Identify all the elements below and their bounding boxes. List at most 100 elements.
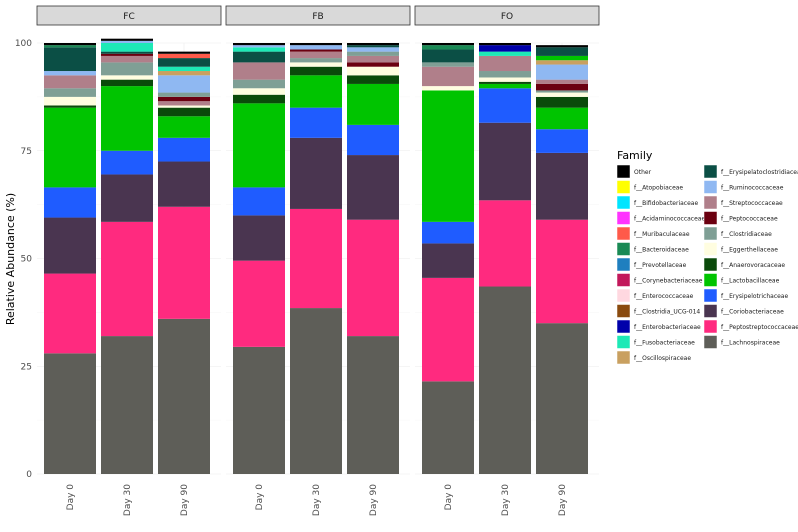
bar-segment — [347, 75, 399, 84]
bar-segment — [233, 94, 285, 104]
bar-segment — [422, 62, 474, 67]
bar-segment — [422, 45, 474, 50]
x-tick-label: Day 30 — [312, 484, 322, 516]
legend-swatch — [616, 211, 631, 225]
legend-swatch — [703, 195, 718, 210]
bar-segment — [347, 155, 399, 220]
legend-label: f__Lachnospiraceae — [721, 340, 780, 347]
bar-segment — [44, 107, 96, 188]
bar-segment — [233, 103, 285, 188]
bar-segment — [536, 323, 588, 474]
bar-segment — [101, 62, 153, 76]
bar-segment — [290, 43, 342, 46]
bar-segment — [536, 64, 588, 80]
bar-segment — [158, 66, 210, 72]
x-tick-label: Day 90 — [558, 484, 568, 516]
bar-segment — [158, 71, 210, 76]
bar-segment — [233, 79, 285, 89]
legend-label: f__Erysipelatoclostridiaceae — [721, 169, 798, 176]
facet-strip-label: FB — [312, 12, 323, 22]
bar-segment — [422, 86, 474, 91]
facet-strip-label: FO — [501, 12, 513, 22]
bar-segment — [536, 96, 588, 108]
x-axis: Day 0 Day 30 Day 90 Day 0 Day 30 Day 90 Day 0 D… — [66, 484, 568, 516]
bar-segment — [158, 101, 210, 106]
legend-label: f__Bifidobacteriaceae — [634, 200, 698, 207]
bar-segment — [422, 90, 474, 222]
bar-segment — [158, 107, 210, 117]
legend-swatch — [703, 242, 718, 256]
bar-segment — [479, 45, 531, 52]
bar-segment — [233, 215, 285, 261]
x-tick-label: Day 90 — [369, 484, 379, 516]
legend-swatch — [616, 350, 631, 365]
legend-label: f__Eggerthellaceae — [721, 247, 778, 254]
bar-segment — [479, 77, 531, 82]
bar-segment — [101, 43, 153, 52]
y-tick-label: 0 — [26, 470, 32, 480]
x-tick-label: Day 90 — [180, 484, 190, 516]
bar-segment — [290, 49, 342, 52]
bar-segment — [233, 187, 285, 216]
bar-segment — [347, 43, 399, 46]
bar-segment — [101, 51, 153, 54]
bar-segment — [158, 51, 210, 54]
bar-segment — [101, 79, 153, 87]
bar-segment — [422, 66, 474, 87]
y-axis: 0 25 50 75 100 — [15, 39, 32, 480]
legend-label: f__Anaerovoracaceae — [721, 262, 785, 269]
legend-swatch — [616, 242, 631, 256]
bar-segment — [233, 260, 285, 347]
bar-segment — [479, 286, 531, 474]
bar-segment — [479, 200, 531, 287]
bar-segment — [479, 51, 531, 56]
bar-segment — [101, 150, 153, 175]
legend: Family Other f__Atopobiaceae f__Bifidobact… — [616, 149, 798, 365]
bar-segment — [44, 105, 96, 108]
legend-swatch — [616, 288, 631, 303]
bar-segment — [158, 161, 210, 207]
legend-swatch — [703, 335, 718, 349]
bar-segment — [101, 40, 153, 43]
facet-strip-fc — [36, 5, 222, 26]
bar-segment — [479, 88, 531, 123]
legend-label: f__Enterococcaceae — [634, 293, 694, 300]
facet-strip-fb — [225, 5, 411, 26]
bar-segment — [290, 58, 342, 63]
bar-segment — [158, 137, 210, 162]
legend-label: f__Ruminococcaceae — [721, 185, 784, 192]
bar-segment — [536, 47, 588, 56]
bar-segment — [479, 43, 531, 46]
bar-segment — [422, 49, 474, 63]
bar-segment — [233, 43, 285, 46]
legend-swatch — [616, 304, 631, 318]
legend-swatch — [703, 164, 718, 179]
bar-segment — [101, 75, 153, 80]
bar-segment — [347, 55, 399, 63]
bar-segment — [347, 219, 399, 337]
bar-segment — [290, 51, 342, 59]
bar-segment — [422, 243, 474, 278]
legend-swatch — [703, 319, 718, 334]
bar-segment — [101, 53, 153, 56]
legend-swatch — [703, 304, 718, 318]
bar-segment — [347, 124, 399, 156]
bar-segment — [290, 62, 342, 67]
bar-segment — [536, 152, 588, 220]
bar-segment — [158, 92, 210, 97]
bar-segment — [158, 105, 210, 108]
bar-segment — [44, 96, 96, 106]
legend-label: f__Streptococcaceae — [721, 200, 783, 207]
facet-strip-fo — [414, 5, 600, 26]
bar-segment — [536, 55, 588, 61]
bar-segment — [290, 66, 342, 76]
bar-segment — [347, 83, 399, 125]
legend-swatch — [616, 273, 631, 287]
legend-label: Other — [634, 169, 652, 176]
bar-segment — [158, 206, 210, 319]
x-tick-label: Day 30 — [501, 484, 511, 516]
bar-segment — [44, 71, 96, 76]
legend-label: f__Coriobacteriaceae — [721, 309, 784, 316]
bar-segment — [158, 116, 210, 138]
bar-segment — [233, 45, 285, 48]
